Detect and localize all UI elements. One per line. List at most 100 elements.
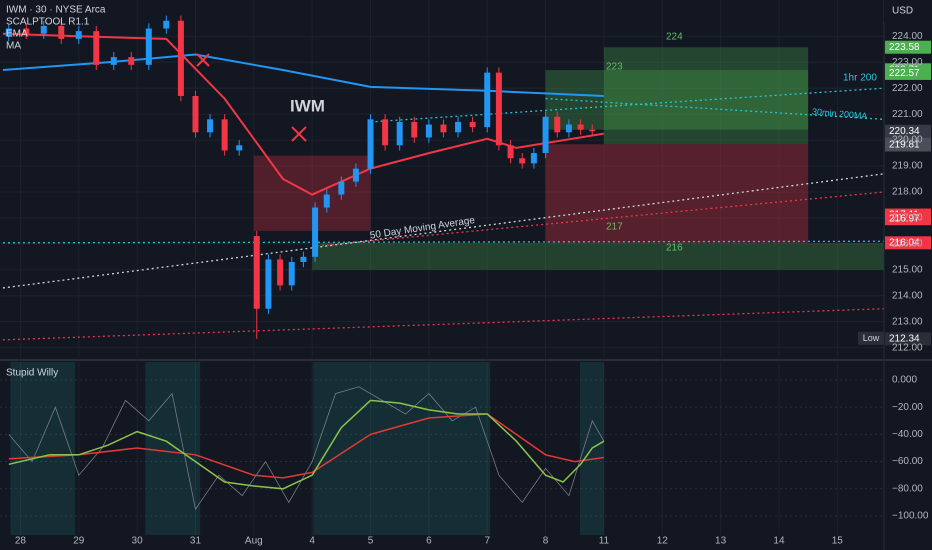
candle-body (519, 158, 526, 164)
candle-body (455, 121, 462, 133)
candle-body (93, 31, 100, 65)
candle-body (221, 119, 228, 151)
candle-body (352, 168, 359, 182)
candle-body (382, 119, 389, 146)
trendline (2, 240, 885, 244)
candle-body (338, 181, 345, 195)
candle-body (542, 116, 549, 154)
signal-region (145, 362, 201, 535)
oscillator-title: Stupid Willy (6, 368, 58, 379)
candle-body (507, 145, 514, 159)
zone (545, 144, 809, 243)
price-box (858, 331, 884, 345)
candle-body (163, 20, 170, 29)
candle-body (40, 25, 47, 34)
candle-body (484, 72, 491, 128)
price-box-label: 212.34 (889, 333, 920, 344)
x-tick-label: 30 (132, 536, 144, 547)
x-tick-label: 6 (426, 536, 432, 547)
chart-title: IWM · 30 · NYSE Arca (6, 5, 106, 16)
candle-body (253, 236, 260, 309)
y-tick-label: 222.00 (892, 83, 923, 94)
zone (312, 242, 884, 270)
x-tick-label: 4 (309, 536, 315, 547)
x-tick-label: 14 (773, 536, 785, 547)
y-tick-label: −40.00 (892, 429, 923, 440)
candle-body (207, 119, 214, 133)
x-tick-label: 31 (190, 536, 202, 547)
candle-body (288, 262, 295, 286)
x-tick-label: 5 (368, 536, 374, 547)
y-tick-label: 219.00 (892, 161, 923, 172)
annotation: IWM (290, 96, 325, 115)
trendline (312, 191, 885, 248)
y-tick-label: 216.00 (892, 238, 923, 249)
x-tick-label: 7 (484, 536, 490, 547)
main-pane: 223.58222.71222.57220.34219.84219.84219.… (2, 15, 931, 346)
price-box-label: 222.57 (889, 68, 920, 79)
series-line (8, 386, 605, 511)
candle-body (5, 28, 12, 37)
price-box (885, 236, 931, 250)
candle-body (469, 121, 476, 128)
candle-body (396, 121, 403, 146)
y-tick-label: 220.00 (892, 135, 923, 146)
legend-entry: EMA (6, 29, 28, 40)
price-box (885, 212, 931, 226)
candle-body (312, 207, 319, 257)
candle-body (323, 194, 330, 208)
price-box-label: Low (863, 333, 880, 343)
candle-body (300, 256, 307, 263)
price-box-label: 220.34 (889, 126, 920, 137)
candle-body (577, 124, 584, 130)
zone (603, 47, 809, 145)
candle-body (589, 129, 596, 132)
price-box-label: 219.81 (889, 140, 920, 151)
x-marker (196, 53, 307, 142)
line-label: 30min 200MA (812, 106, 868, 121)
candle-body (554, 116, 561, 133)
candle-body (367, 119, 374, 169)
y-tick-label: 213.00 (892, 316, 923, 327)
y-tick-label: 214.00 (892, 290, 923, 301)
candle-body (128, 57, 135, 65)
axes: 28 29 30 31 Aug 4 5 6 7 8 11 12 13 14 15 212.00 213.00 21… (15, 31, 929, 547)
price-box (885, 138, 931, 152)
y-tick-label: −100.00 (892, 511, 929, 522)
candle-body (265, 259, 272, 309)
x-tick-label: Aug (245, 536, 263, 547)
y-tick-label: −20.00 (892, 402, 923, 413)
x-tick-label: 11 (599, 536, 610, 547)
currency-box[interactable] (884, 0, 932, 22)
trendline (370, 87, 885, 123)
x-tick-label: 13 (715, 536, 727, 547)
candle-body (565, 124, 572, 133)
trendline (2, 173, 885, 289)
zone-label: 217 (606, 222, 623, 233)
candle-body (58, 25, 65, 39)
y-tick-label: 218.00 (892, 187, 923, 198)
candle-body (425, 124, 432, 138)
candle-body (411, 121, 418, 138)
trendline (545, 97, 885, 120)
legend-entry: MA (6, 41, 21, 52)
candle-body (530, 153, 537, 164)
price-box-label: 223.58 (889, 42, 920, 53)
price-box (885, 66, 931, 80)
price-box-label: 216.04 (889, 237, 920, 248)
candle-body (110, 57, 117, 65)
price-box-label: 216.97 (889, 213, 920, 224)
currency[interactable]: USD (892, 6, 913, 17)
candle-body (145, 28, 152, 65)
x-tick-label: 12 (657, 536, 669, 547)
oscillator-pane (0, 362, 884, 535)
x-tick-label: 15 (832, 536, 844, 547)
candle-body (192, 95, 199, 133)
signal-region (313, 362, 491, 535)
x-tick-label: 29 (73, 536, 85, 547)
y-tick-label: 217.00 (892, 213, 923, 224)
y-tick-label: −60.00 (892, 456, 923, 467)
candle-body (495, 72, 502, 146)
